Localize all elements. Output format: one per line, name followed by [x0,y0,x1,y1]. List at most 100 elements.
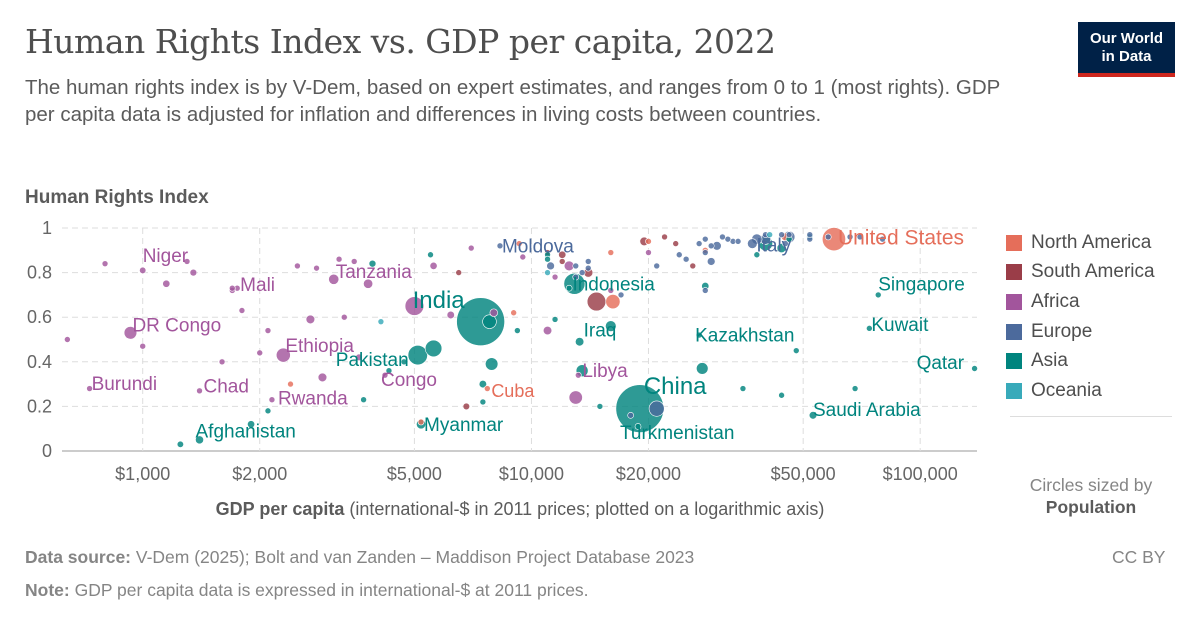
point-cameroon[interactable] [355,353,363,362]
point-paraguay[interactable] [558,258,566,265]
owid-logo[interactable]: Our World in Data [1078,22,1175,77]
point-cuba[interactable] [484,385,491,392]
point-guinea[interactable] [264,327,272,334]
point-benin[interactable] [340,313,348,321]
point-mozambique[interactable] [162,279,171,288]
point-turkmenistan[interactable] [634,423,642,430]
point-uae[interactable] [851,385,859,392]
point-dominican-rep-[interactable] [607,249,615,256]
point-lebanon[interactable] [551,316,559,323]
point-armenia[interactable] [572,262,580,270]
point-united-states[interactable] [821,227,846,252]
point-bulgaria[interactable] [653,262,661,270]
point-guatemala[interactable] [510,309,517,317]
point-azerbaijan[interactable] [596,403,604,410]
point-cambodia[interactable] [385,367,393,375]
point-laos[interactable] [479,398,487,406]
point-kyrgyzstan[interactable] [400,358,408,366]
point-belgium[interactable] [785,231,793,238]
point-ghana[interactable] [429,261,438,270]
point-liberia[interactable] [101,260,109,267]
point-pakistan[interactable] [407,345,428,366]
point-singapore[interactable] [874,291,882,299]
point-georgia[interactable] [584,264,592,272]
point-yemen[interactable] [247,420,256,429]
point-jordan[interactable] [514,327,521,334]
legend-item-oceania[interactable]: Oceania [1006,376,1155,406]
point-zimbabwe[interactable] [256,349,264,357]
point-guyana[interactable] [689,262,697,270]
point-ukraine[interactable] [546,261,555,271]
point-senegal[interactable] [350,258,358,265]
point-chad[interactable] [196,387,203,395]
point-bosnia[interactable] [578,269,586,276]
point-uganda[interactable] [305,314,316,325]
point-uruguay[interactable] [661,233,668,241]
point-kazakhstan[interactable] [695,331,703,339]
point-somalia[interactable] [139,342,147,350]
point-poland[interactable] [706,257,716,266]
point-venezuela[interactable] [462,402,471,411]
point-haiti[interactable] [287,380,294,388]
point-north-korea[interactable] [176,440,184,448]
point-morocco[interactable] [489,308,498,317]
point-portugal[interactable] [701,235,709,243]
point-nicaragua[interactable] [417,418,425,426]
point-bolivia[interactable] [455,269,463,276]
legend-item-asia[interactable]: Asia [1006,346,1155,376]
point-botswana[interactable] [607,287,615,294]
point-algeria[interactable] [542,326,553,336]
point-kenya[interactable] [363,278,374,289]
point-italy[interactable] [747,238,758,249]
point-togo[interactable] [238,307,246,314]
point-costa-rica[interactable] [645,238,652,245]
point-chile[interactable] [672,240,680,247]
point-tunisia[interactable] [551,273,559,281]
point-congo[interactable] [381,371,389,379]
point-papua-new-guinea[interactable] [377,318,385,325]
point-zambia[interactable] [335,255,343,263]
point-moldova[interactable] [496,242,504,250]
point-tajikistan[interactable] [360,396,367,404]
point-israel[interactable] [753,251,761,259]
point-vietnam[interactable] [485,357,499,371]
point-sudan[interactable] [317,372,328,383]
point-russia[interactable] [648,400,665,417]
point-romania[interactable] [675,251,683,259]
point-turkey[interactable] [696,362,709,375]
point-niger[interactable] [139,266,147,274]
point-latvia[interactable] [695,240,703,247]
point-thailand[interactable] [605,320,617,332]
point-philippines[interactable] [482,314,497,329]
point-nepal[interactable] [368,259,377,268]
source-text[interactable]: V-Dem (2025); Bolt and van Zanden – Madd… [131,547,695,567]
point-sweden[interactable] [778,231,785,238]
point-slovakia[interactable] [707,242,715,250]
point-uzbekistan[interactable] [478,380,487,389]
point-sri-lanka[interactable] [565,284,573,292]
point-serbia[interactable] [617,291,625,299]
point-tanzania[interactable] [328,273,340,285]
point-bhutan[interactable] [544,255,551,263]
point-mauritius[interactable] [645,249,652,256]
point-austria[interactable] [782,240,789,247]
point-bangladesh[interactable] [424,339,443,358]
point-sierra-leone[interactable] [228,284,236,292]
point-central-african-rep-[interactable] [64,336,71,343]
point-saudi-arabia[interactable] [808,411,818,420]
point-denmark[interactable] [806,231,814,238]
point-nigeria[interactable] [404,296,425,316]
point-mexico[interactable] [605,294,621,310]
legend-item-south-america[interactable]: South America [1006,258,1155,288]
point-madagascar[interactable] [189,268,198,277]
point-north-macedonia[interactable] [584,258,592,265]
point-oman[interactable] [739,385,747,392]
point-lesotho[interactable] [313,264,320,272]
point-norway[interactable] [856,233,864,241]
point-belarus[interactable] [627,412,634,419]
point-eritrea[interactable] [218,358,226,366]
point-luxembourg[interactable] [879,235,886,243]
point-bahrain[interactable] [778,391,785,399]
point-hungary[interactable] [701,287,709,294]
point-namibia[interactable] [519,253,527,261]
